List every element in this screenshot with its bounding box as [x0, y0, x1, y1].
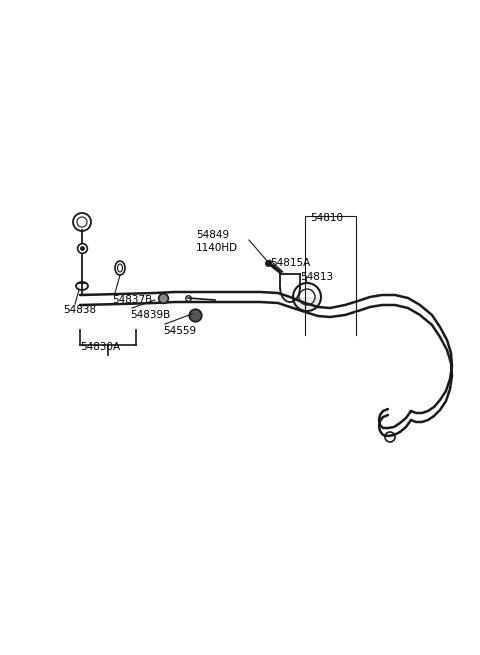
Text: 54849: 54849 — [196, 230, 229, 240]
Text: 54839B: 54839B — [130, 310, 170, 320]
Text: 54559: 54559 — [163, 326, 196, 336]
Text: 54838: 54838 — [63, 305, 96, 315]
Text: 1140HD: 1140HD — [196, 243, 238, 253]
Text: 54815A: 54815A — [270, 258, 310, 268]
Text: 54830A: 54830A — [80, 342, 120, 352]
Text: 54810: 54810 — [310, 213, 343, 223]
Text: 54813: 54813 — [300, 272, 333, 282]
Text: 54837B: 54837B — [112, 295, 152, 305]
